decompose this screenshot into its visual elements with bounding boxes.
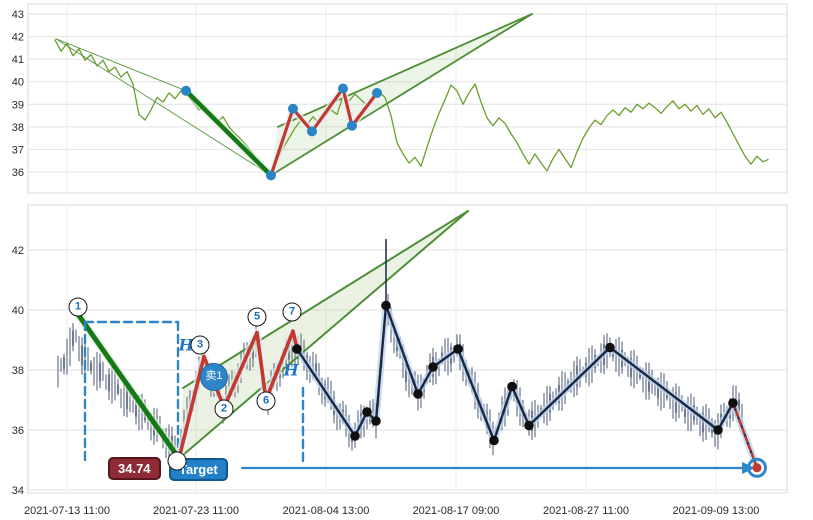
y-axis-label: 39 [12, 99, 24, 111]
impulse-line-lower [72, 307, 182, 461]
pattern-dot-upper [338, 83, 348, 94]
zigzag-upper [269, 86, 379, 177]
x-axis-label: 2021-08-04 13:00 [283, 505, 370, 517]
y-axis-label: 43 [12, 9, 24, 21]
impulse-line-upper [183, 88, 274, 178]
pattern-dot-upper [347, 120, 357, 131]
pattern-dot-lower [507, 381, 517, 392]
x-axis-label: 2021-07-13 11:00 [24, 505, 110, 517]
x-axis-label: 2021-08-27 11:00 [543, 505, 629, 517]
pattern-dot-upper [307, 126, 317, 137]
forecast-segment [731, 401, 759, 469]
pattern-dot-lower [350, 431, 360, 441]
zigzag-lower [177, 329, 299, 461]
y-axis-label: 40 [12, 77, 24, 89]
y-axis-label: 40 [12, 305, 24, 317]
pattern-dot-lower [362, 407, 372, 417]
y-axis-label: 38 [12, 365, 24, 377]
panel-border-upper [27, 3, 788, 194]
pattern-dot-lower [292, 344, 302, 354]
wedge-line-upper [270, 13, 533, 177]
pattern-dot-lower [728, 398, 738, 408]
x-axis-label: 2021-08-17 09:00 [413, 505, 500, 517]
wedge-line-lower [182, 210, 469, 389]
trendline-thin [55, 38, 272, 176]
pattern-dot-upper [288, 103, 298, 114]
pattern-dot-lower [713, 425, 723, 435]
y-axis-label: 38 [12, 122, 24, 134]
y-axis-label: 36 [12, 425, 24, 437]
wedge-line-upper [277, 13, 533, 128]
y-axis-label: 42 [12, 245, 24, 257]
pattern-dot-lower [453, 344, 463, 354]
y-axis-label: 41 [12, 54, 24, 66]
pattern-dot-lower [413, 389, 423, 399]
y-axis-label: 37 [12, 144, 24, 156]
pattern-dot-lower [524, 420, 534, 431]
pattern-dot-lower [489, 435, 499, 446]
pattern-dot-upper [181, 85, 191, 96]
pattern-dot-lower [428, 362, 438, 372]
pattern-dot-upper [266, 170, 276, 181]
trendline-thin [55, 38, 187, 92]
y-axis-label: 42 [12, 32, 24, 44]
target-marker-ring [747, 457, 767, 478]
price-line-upper [54, 39, 769, 178]
pattern-dot-upper [372, 87, 382, 98]
y-axis-label: 34 [12, 485, 24, 497]
x-axis-label: 2021-09-09 13:00 [673, 505, 760, 517]
target-marker-dot [752, 463, 762, 473]
y-axis-label: 36 [12, 167, 24, 179]
pattern-dot-lower [371, 416, 381, 426]
pattern-dot-lower [381, 300, 391, 311]
x-axis-label: 2021-07-23 11:00 [153, 505, 239, 517]
panel-border-lower [27, 204, 788, 494]
pattern-dot-lower [605, 342, 615, 353]
